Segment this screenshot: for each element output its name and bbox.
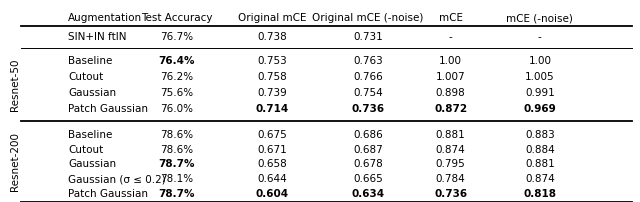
Text: 0.686: 0.686 [353,130,383,140]
Text: 0.739: 0.739 [257,88,287,98]
Text: 0.644: 0.644 [257,174,287,184]
Text: 0.884: 0.884 [525,145,555,155]
Text: 78.7%: 78.7% [158,159,195,169]
Text: 1.00: 1.00 [439,56,462,66]
Text: 0.687: 0.687 [353,145,383,155]
Text: 0.818: 0.818 [524,189,556,199]
Text: Gaussian: Gaussian [68,88,116,98]
Text: 78.1%: 78.1% [160,174,193,184]
Text: 0.634: 0.634 [351,189,385,199]
Text: Augmentation: Augmentation [68,13,143,23]
Text: 76.7%: 76.7% [160,32,193,42]
Text: 76.0%: 76.0% [160,104,193,114]
Text: 0.795: 0.795 [436,159,465,169]
Text: 0.969: 0.969 [524,104,556,114]
Text: 0.881: 0.881 [525,159,555,169]
Text: 0.758: 0.758 [257,72,287,82]
Text: 1.005: 1.005 [525,72,555,82]
Text: 1.007: 1.007 [436,72,465,82]
Text: mCE: mCE [438,13,463,23]
Text: 0.738: 0.738 [257,32,287,42]
Text: 76.2%: 76.2% [160,72,193,82]
Text: Gaussian: Gaussian [68,159,116,169]
Text: 0.881: 0.881 [436,130,465,140]
Text: SIN+IN ftIN: SIN+IN ftIN [68,32,127,42]
Text: 0.874: 0.874 [525,174,555,184]
Text: 78.6%: 78.6% [160,130,193,140]
Text: Baseline: Baseline [68,56,113,66]
Text: 0.675: 0.675 [257,130,287,140]
Text: 0.671: 0.671 [257,145,287,155]
Text: Original mCE: Original mCE [238,13,307,23]
Text: 0.604: 0.604 [255,189,289,199]
Text: 0.874: 0.874 [436,145,465,155]
Text: 0.766: 0.766 [353,72,383,82]
Text: mCE (-noise): mCE (-noise) [506,13,573,23]
Text: -: - [538,32,541,42]
Text: 0.714: 0.714 [255,104,289,114]
Text: 0.991: 0.991 [525,88,555,98]
Text: 0.658: 0.658 [257,159,287,169]
Text: 78.6%: 78.6% [160,145,193,155]
Text: Baseline: Baseline [68,130,113,140]
Text: 0.678: 0.678 [353,159,383,169]
Text: 0.883: 0.883 [525,130,555,140]
Text: Gaussian (σ ≤ 0.2): Gaussian (σ ≤ 0.2) [68,174,166,184]
Text: Patch Gaussian: Patch Gaussian [68,189,148,199]
Text: 0.753: 0.753 [257,56,287,66]
Text: Cutout: Cutout [68,145,104,155]
Text: Patch Gaussian: Patch Gaussian [68,104,148,114]
Text: 0.731: 0.731 [353,32,383,42]
Text: 0.665: 0.665 [353,174,383,184]
Text: 0.754: 0.754 [353,88,383,98]
Text: Resnet-200: Resnet-200 [10,132,20,191]
Text: 0.736: 0.736 [351,104,385,114]
Text: -: - [449,32,452,42]
Text: 0.736: 0.736 [434,189,467,199]
Text: 1.00: 1.00 [529,56,551,66]
Text: 76.4%: 76.4% [158,56,195,66]
Text: 0.763: 0.763 [353,56,383,66]
Text: Resnet-50: Resnet-50 [10,58,20,111]
Text: Cutout: Cutout [68,72,104,82]
Text: 75.6%: 75.6% [160,88,193,98]
Text: Original mCE (-noise): Original mCE (-noise) [312,13,424,23]
Text: Test Accuracy: Test Accuracy [141,13,212,23]
Text: 78.7%: 78.7% [158,189,195,199]
Text: 0.872: 0.872 [434,104,467,114]
Text: 0.898: 0.898 [436,88,465,98]
Text: 0.784: 0.784 [436,174,465,184]
